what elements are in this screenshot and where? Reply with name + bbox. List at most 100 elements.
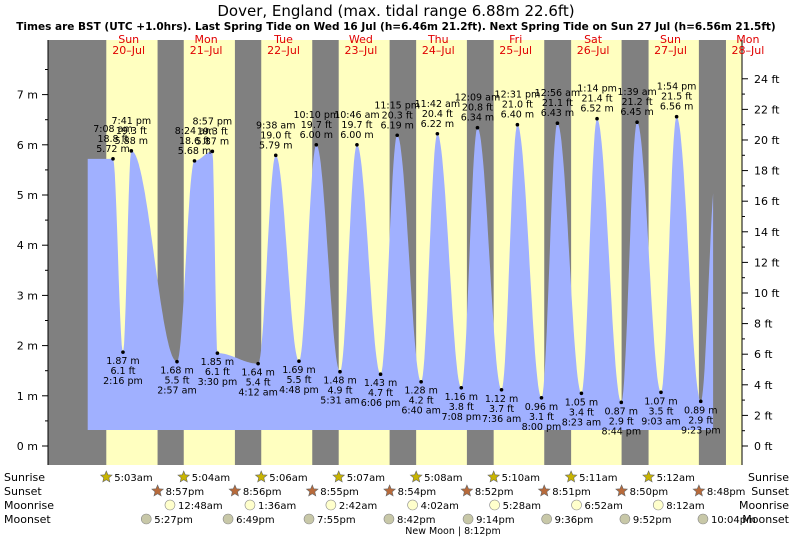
- sunrise-time-label: 5:10am: [502, 473, 540, 484]
- day-date-label: 23–Jul: [345, 44, 378, 57]
- sunset-icon: [383, 484, 397, 497]
- tide-point: [395, 133, 400, 138]
- sunrise-time-label: 5:04am: [192, 473, 230, 484]
- tide-time-label: 11:15 pm: [374, 100, 420, 111]
- tide-time-label: 3:30 pm: [198, 377, 238, 388]
- moonset-time-label: 6:49pm: [236, 515, 275, 526]
- tide-point: [314, 143, 319, 147]
- tide-m-label: 1.48 m: [323, 376, 356, 387]
- sunset-time-label: 8:50pm: [630, 487, 669, 498]
- tide-m-label: 1.28 m: [404, 386, 437, 397]
- y-tick-label-ft: 20 ft: [754, 134, 780, 147]
- tide-ft-label: 19.7 ft: [341, 120, 372, 131]
- sunrise-row-label-left: Sunrise: [4, 471, 45, 484]
- tide-time-label: 7:41 pm: [112, 116, 152, 127]
- day-date-label: 21–Jul: [190, 44, 223, 57]
- tide-m-label: 6.19 m: [380, 120, 413, 131]
- moonset-time-label: 9:14pm: [476, 515, 515, 526]
- tide-point: [539, 396, 544, 400]
- sunset-icon: [305, 484, 319, 497]
- tide-time-label: 8:57 pm: [193, 116, 233, 127]
- sunset-time-label: 8:56pm: [243, 487, 282, 498]
- tide-ft-label: 5.5 ft: [286, 375, 311, 386]
- tide-time-label: 4:48 pm: [279, 385, 319, 396]
- moonrise-time-label: 8:12am: [666, 501, 704, 512]
- y-tick-label-ft: 16 ft: [754, 195, 780, 208]
- plot-frame: [47, 40, 743, 465]
- tide-m-label: 6.34 m: [461, 113, 494, 124]
- sunset-icon: [460, 484, 474, 497]
- tide-m-label: 6.52 m: [580, 104, 613, 115]
- day-name-label: Mon: [736, 33, 759, 46]
- sunset-icon: [151, 484, 165, 497]
- sunrise-time-label: 5:08am: [424, 473, 462, 484]
- tide-m-label: 1.12 m: [485, 394, 518, 405]
- tide-ft-label: 21.1 ft: [542, 98, 573, 109]
- sunrise-icon: [254, 470, 268, 483]
- tide-time-label: 9:38 am: [256, 120, 295, 131]
- tide-point: [355, 143, 359, 147]
- tide-m-label: 0.96 m: [525, 402, 558, 413]
- sunset-row-label-right: Sunset: [751, 485, 789, 498]
- tide-ft-label: 19.0 ft: [260, 130, 291, 141]
- sunrise-time-label: 5:06am: [269, 473, 307, 484]
- sun-moon-rows: Sunrise Sunrise 5:03am 5:04am 5:06am 5:07am 5:…: [4, 470, 790, 537]
- moonset-icon: [140, 513, 152, 525]
- tide-time-label: 9:03 am: [641, 416, 680, 427]
- tide-time-label: 7:08 am: [93, 124, 132, 135]
- moonset-row-label-right: Moonset: [742, 513, 789, 526]
- sunset-time-label: 8:51pm: [552, 487, 591, 498]
- tide-ft-label: 5.5 ft: [164, 376, 189, 387]
- sunset-time-label: 8:55pm: [320, 487, 359, 498]
- tide-time-label: 8:24 am: [175, 126, 214, 137]
- y-tick-label-ft: 12 ft: [754, 256, 780, 269]
- moonset-icon: [697, 513, 709, 525]
- tide-ft-label: 19.3 ft: [197, 126, 228, 137]
- moonrise-time-label: 6:52am: [585, 501, 623, 512]
- tide-time-label: 6:06 pm: [361, 398, 401, 409]
- tide-point: [595, 116, 599, 121]
- moonset-time-label: 7:55pm: [317, 515, 356, 526]
- tide-point: [579, 391, 584, 396]
- day-date-label: 20–Jul: [112, 44, 145, 57]
- tide-point: [555, 121, 560, 126]
- tide-ft-label: 6.1 ft: [110, 366, 135, 377]
- tide-time-label: 1:39 am: [617, 87, 656, 98]
- day-date-label: 24–Jul: [422, 44, 455, 57]
- tide-ft-label: 2.9 ft: [609, 416, 634, 427]
- tide-ft-label: 3.4 ft: [569, 407, 594, 418]
- tide-time-label: 5:31 am: [320, 396, 359, 407]
- tide-ft-label: 20.4 ft: [422, 109, 453, 120]
- tide-time-label: 2:57 am: [157, 386, 196, 397]
- moonrise-icon: [571, 499, 582, 511]
- tide-point: [338, 369, 342, 374]
- day-name-label: Sun: [118, 33, 139, 46]
- sunset-icon: [692, 484, 706, 497]
- tide-point: [210, 149, 215, 154]
- tide-point: [659, 390, 663, 395]
- y-tick-label-m: 2 m: [17, 340, 38, 353]
- tide-point: [129, 149, 134, 153]
- sunrise-icon: [332, 470, 346, 483]
- day-name-label: Thu: [427, 33, 449, 46]
- moonset-icon: [222, 513, 234, 525]
- sunset-icon: [228, 484, 242, 497]
- tide-m-label: 6.00 m: [340, 130, 373, 141]
- tide-m-label: 0.89 m: [684, 405, 717, 416]
- sunset-time-label: 8:57pm: [166, 487, 205, 498]
- tide-point: [297, 359, 301, 363]
- day-name-label: Wed: [349, 33, 373, 46]
- tide-ft-label: 4.7 ft: [368, 388, 393, 399]
- tide-ft-label: 4.9 ft: [327, 386, 352, 397]
- tide-time-label: 2:16 pm: [103, 376, 143, 387]
- sunrise-icon: [564, 470, 578, 483]
- right-axis-feet: 0 ft 2 ft 4 ft 6 ft 8 ft 10 ft 12 ft 14 ft 16 ft…: [742, 73, 780, 453]
- tide-time-label: 12:56 am: [535, 88, 580, 99]
- sunset-time-label: 8:48pm: [707, 487, 746, 498]
- y-tick-label-ft: 14 ft: [754, 226, 780, 239]
- tide-ft-label: 20.3 ft: [382, 110, 413, 121]
- tide-point: [192, 159, 197, 163]
- tide-point: [698, 399, 703, 404]
- tide-ft-label: 3.8 ft: [449, 402, 474, 413]
